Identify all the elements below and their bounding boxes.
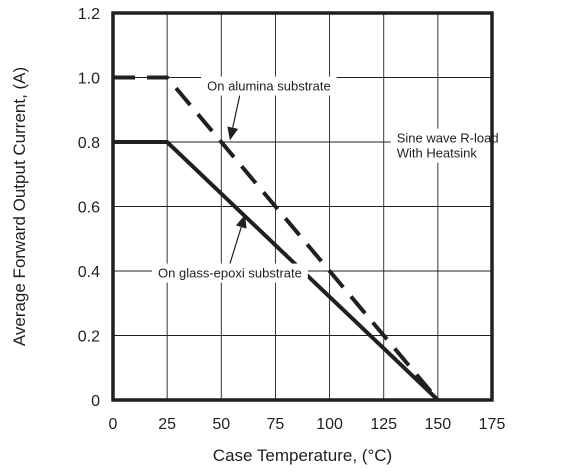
x-tick-label: 75 <box>267 416 285 433</box>
annotation-arrow-shaft <box>229 226 242 264</box>
x-tick-label: 125 <box>370 416 397 433</box>
x-tick-label: 175 <box>479 416 506 433</box>
y-axis-title: Average Forward Output Current, (A) <box>10 67 29 346</box>
y-tick-label: 0.8 <box>78 135 100 152</box>
y-tick-label: 0.2 <box>78 329 100 346</box>
x-tick-label: 100 <box>316 416 343 433</box>
y-tick-label: 0.6 <box>78 200 100 217</box>
grid-lines <box>113 13 492 400</box>
annotation-text: On alumina substrate <box>207 79 331 94</box>
y-tick-label: 1.0 <box>78 71 100 88</box>
series-lines <box>113 75 440 402</box>
x-tick-label: 150 <box>425 416 452 433</box>
annotation-background <box>390 128 505 163</box>
alumina-curve <box>113 75 440 402</box>
annotation-text: Sine wave R-load <box>397 131 499 146</box>
glass-epoxi-curve <box>113 140 440 402</box>
x-tick-label: 50 <box>212 416 230 433</box>
annotation-background <box>152 263 308 283</box>
annotation-arrow-head <box>236 214 247 229</box>
annotation-text: On glass-epoxi substrate <box>158 266 302 281</box>
x-tick-label: 25 <box>158 416 176 433</box>
annotation-arrow-head <box>227 126 239 141</box>
annotation-text: With Heatsink <box>397 146 478 161</box>
annotations: On alumina substrate Sine wave R-loadWith… <box>152 76 505 283</box>
x-tick-label: 0 <box>109 416 118 433</box>
x-axis-title: Case Temperature, (°C) <box>213 446 392 465</box>
plot-frame <box>111 11 494 402</box>
annotation-background <box>201 76 337 96</box>
annotation-2: On glass-epoxi substrate <box>152 214 308 283</box>
y-tick-label: 0.4 <box>78 264 100 281</box>
y-tick-label: 0 <box>91 393 100 410</box>
annotation-arrow-shaft <box>232 95 241 128</box>
y-tick-label: 1.2 <box>78 6 100 23</box>
tick-labels: 0 25 50 75 100 125 150 175 0 0.2 0.4 0.6 0.8 1.0 1.2 <box>78 6 506 433</box>
annotation-0: On alumina substrate <box>201 76 337 141</box>
